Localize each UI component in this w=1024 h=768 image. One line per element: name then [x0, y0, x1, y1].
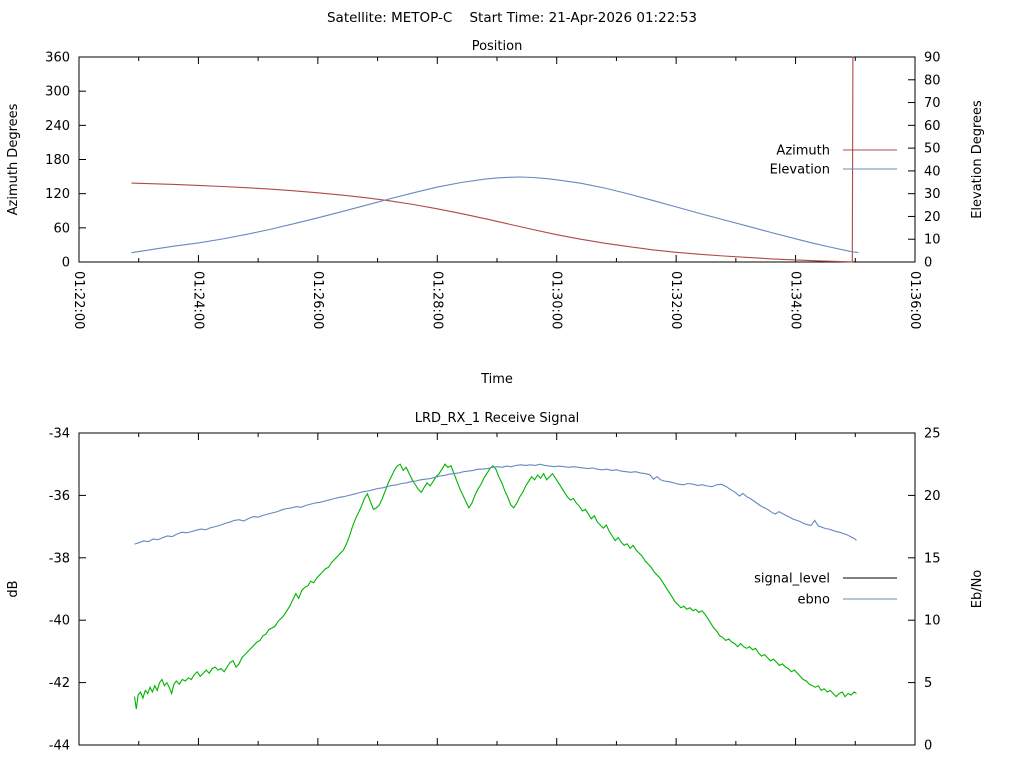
chart-title: Position: [472, 39, 523, 54]
series-Elevation-line: [131, 176, 859, 254]
series-signal_level-line: [133, 463, 857, 710]
legend-label: Azimuth: [776, 144, 830, 159]
y2-tick-label: 50: [924, 142, 941, 157]
y2-tick-label: 80: [924, 73, 941, 88]
legend-label: ebno: [798, 593, 830, 608]
x-tick-label: 01:26:00: [310, 271, 325, 329]
x-tick-label: 01:34:00: [788, 271, 803, 329]
y-tick-label: 0: [62, 256, 70, 271]
x-tick-label: 01:22:00: [71, 271, 86, 329]
plot-border: [78, 432, 916, 746]
series-Azimuth-line: [131, 56, 854, 263]
legend-entry-Azimuth: Azimuth: [776, 144, 897, 159]
y-tick-label: -34: [49, 427, 70, 442]
receive-signal-chart: -44 -42 -40 -38 -36 -34 0 5 10 15 20 25 signal_level…: [6, 411, 985, 754]
y-tick-label: 180: [45, 153, 70, 168]
legend-entry-signal_level: signal_level: [754, 572, 897, 587]
y2-tick-label: 10: [924, 614, 941, 629]
y2-tick-label: 0: [924, 256, 932, 271]
y-tick-label: -38: [49, 551, 70, 566]
x-ticks: 01:22:00 01:24:00 01:26:00 01:28:00 01:30:00…: [71, 57, 922, 329]
y2-tick-label: 15: [924, 551, 941, 566]
y2-tick-label: 30: [924, 187, 941, 202]
y2-tick-label: 20: [924, 489, 941, 504]
y-tick-label: -42: [49, 676, 70, 691]
legend-label: Elevation: [770, 163, 830, 178]
y-axis-title: Azimuth Degrees: [6, 103, 21, 215]
y2-tick-label: 70: [924, 96, 941, 111]
y2-tick-label: 5: [924, 676, 932, 691]
position-chart: 01:22:00 01:24:00 01:26:00 01:28:00 01:30:00…: [6, 39, 985, 387]
x-ticks: [78, 433, 916, 745]
legend-entry-ebno: ebno: [798, 593, 897, 608]
y-tick-label: -36: [49, 489, 70, 504]
y-tick-label: 120: [45, 187, 70, 202]
y-tick-label: -40: [49, 614, 70, 629]
x-tick-label: 01:24:00: [190, 271, 205, 329]
y2-tick-label: 40: [924, 164, 941, 179]
y2-tick-label: 10: [924, 233, 941, 248]
series-ebno-line: [134, 463, 857, 545]
x-tick-label: 01:36:00: [907, 271, 922, 329]
x-tick-label: 01:30:00: [549, 271, 564, 329]
y-tick-label: -44: [49, 739, 70, 754]
y-tick-label: 300: [45, 85, 70, 100]
y-axis-title: dB: [6, 580, 21, 597]
page-title: Satellite: METOP-C Start Time: 21-Apr-20…: [326, 10, 698, 26]
y-tick-label: 240: [45, 119, 70, 134]
y2-tick-label: 60: [924, 119, 941, 134]
x-tick-label: 01:28:00: [429, 271, 444, 329]
y2-axis-title: Eb/No: [970, 570, 985, 609]
y-tick-label: 60: [53, 221, 70, 236]
y2-tick-label: 0: [924, 739, 932, 754]
y2-tick-label: 90: [924, 51, 941, 66]
y2-axis-title: Elevation Degrees: [970, 100, 985, 219]
y2-tick-label: 20: [924, 210, 941, 225]
x-tick-label: 01:32:00: [668, 271, 683, 329]
y2-tick-label: 25: [924, 427, 941, 442]
legend-label: signal_level: [754, 572, 830, 587]
x-axis-title: Time: [480, 372, 513, 387]
chart-title: LRD_RX_1 Receive Signal: [415, 411, 580, 426]
y-tick-label: 360: [45, 51, 70, 66]
plot-border: [78, 56, 916, 263]
legend-entry-Elevation: Elevation: [770, 163, 897, 178]
